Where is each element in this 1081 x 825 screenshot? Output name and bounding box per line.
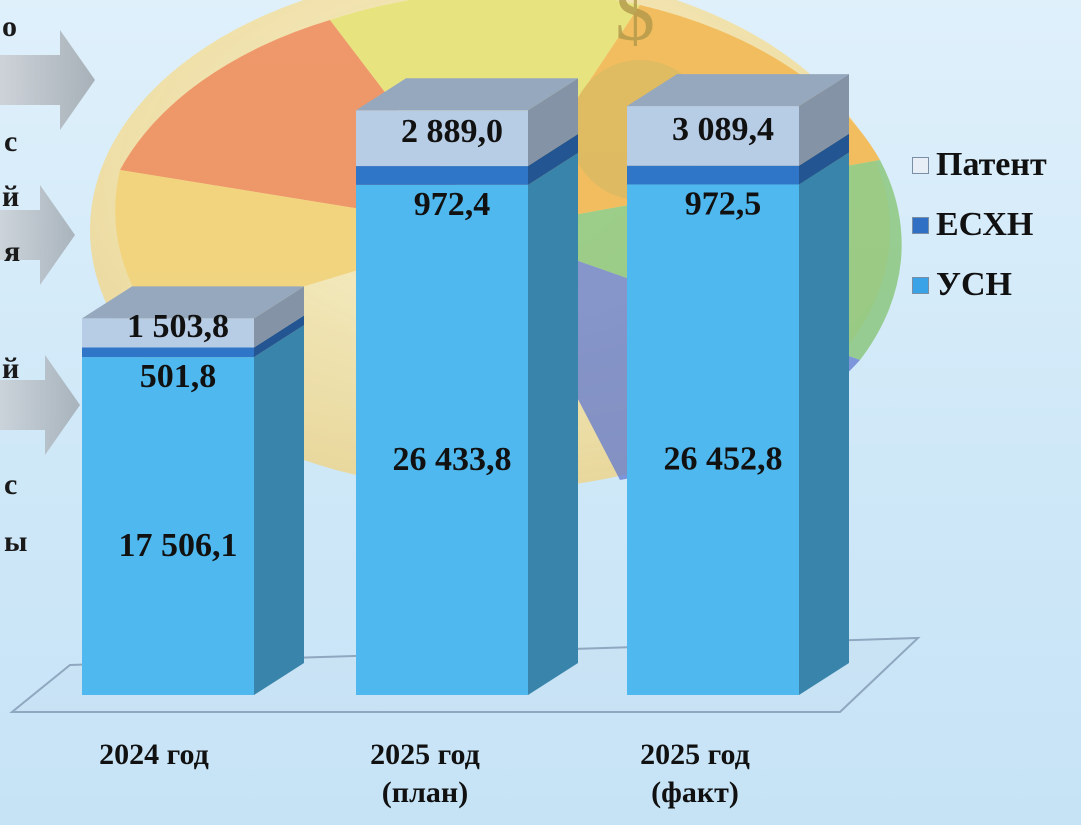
bar-top-0 [82, 286, 304, 319]
category-label-2024: 2024 год [99, 738, 209, 771]
svg-text:$: $ [615, 0, 655, 58]
bg-fragment-1: о [2, 10, 17, 43]
bar-side-patent-0 [254, 286, 304, 348]
bar-patent-0 [82, 318, 254, 348]
data-label-usn-0: 17 506,1 [119, 527, 238, 564]
legend-item-usn: УСН [912, 255, 1047, 315]
bar-eshn-1 [356, 166, 528, 185]
bg-fragment-5: й [2, 352, 20, 385]
legend-item-patent: Патент [912, 135, 1047, 195]
bg-fragment-4: я [4, 235, 21, 268]
data-label-usn-1: 26 433,8 [393, 441, 512, 478]
bar-patent-2 [627, 106, 799, 166]
bar-side-usn-0 [254, 325, 304, 695]
data-label-patent-0: 1 503,8 [127, 308, 229, 345]
category-label-2025-plan: 2025 год (план) [370, 738, 480, 809]
legend-item-eshn: ЕСХН [912, 195, 1047, 255]
bar-usn-0 [82, 357, 254, 695]
data-labels: 17 506,1 501,8 1 503,8 26 433,8 972,4 2 889,0… [119, 111, 783, 564]
bar-side-eshn-2 [799, 133, 849, 185]
bar-side-usn-2 [799, 152, 849, 696]
bar-usn-2 [627, 184, 799, 696]
bar-eshn-0 [82, 347, 254, 358]
legend-swatch-usn [912, 276, 929, 294]
bar-side-eshn-0 [254, 315, 304, 358]
bg-fragment-2: с [4, 125, 18, 158]
data-label-usn-2: 26 452,8 [664, 441, 783, 478]
bar-eshn-2 [627, 165, 799, 185]
bar-side-usn-1 [528, 152, 578, 696]
legend-swatch-patent [912, 156, 929, 174]
legend-label-patent: Патент [936, 146, 1047, 183]
data-label-eshn-0: 501,8 [140, 358, 217, 395]
bg-fragment-3: й [2, 180, 20, 213]
plot-area [82, 74, 849, 696]
bar-side-eshn-1 [528, 134, 578, 185]
data-label-eshn-1: 972,4 [414, 186, 491, 223]
bar-side-patent-2 [799, 74, 849, 166]
legend-label-usn: УСН [936, 266, 1012, 303]
data-label-eshn-2: 972,5 [685, 185, 762, 222]
category-label-2025-fact: 2025 год (факт) [640, 738, 750, 809]
bar-patent-1 [356, 110, 528, 167]
bar-side-patent-1 [528, 78, 578, 167]
bar-top-1 [356, 78, 578, 111]
bar-top-2 [627, 74, 849, 107]
legend-swatch-eshn [912, 216, 929, 234]
data-label-patent-2: 3 089,4 [672, 111, 774, 148]
bg-fragment-6: с [4, 468, 18, 501]
decorative-arrows [0, 30, 95, 455]
legend-label-eshn: ЕСХН [936, 206, 1034, 243]
bg-fragment-7: ы [4, 525, 28, 558]
data-label-patent-1: 2 889,0 [401, 113, 503, 150]
legend: Патент ЕСХН УСН [912, 135, 1047, 315]
bar-usn-1 [356, 184, 528, 695]
